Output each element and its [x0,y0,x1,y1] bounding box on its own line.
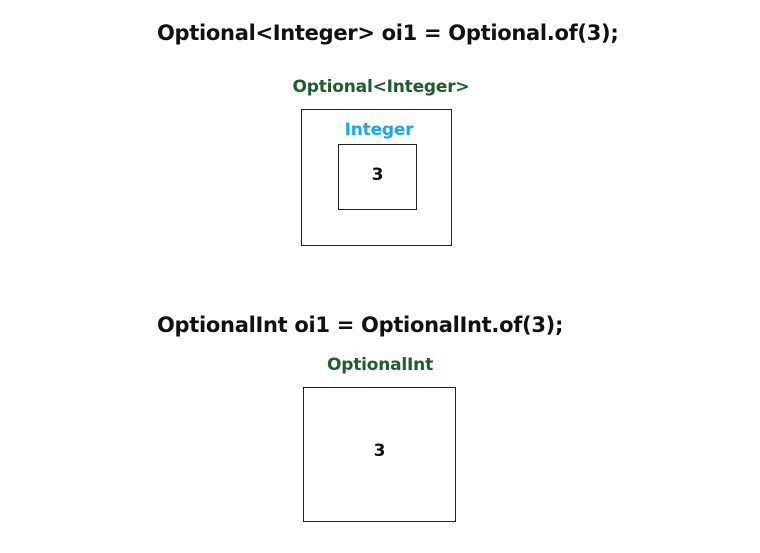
optionalint-code-line: OptionalInt oi1 = OptionalInt.of(3); [157,313,564,337]
integer-value: 3 [371,165,384,185]
optional-integer-type-label: Optional<Integer> [292,77,470,97]
optionalint-box [303,387,456,522]
optionalint-value: 3 [373,441,386,461]
integer-type-label: Integer [344,120,414,140]
optional-integer-code-line: Optional<Integer> oi1 = Optional.of(3); [157,21,619,45]
optionalint-type-label: OptionalInt [326,355,433,375]
integer-box [338,144,417,210]
